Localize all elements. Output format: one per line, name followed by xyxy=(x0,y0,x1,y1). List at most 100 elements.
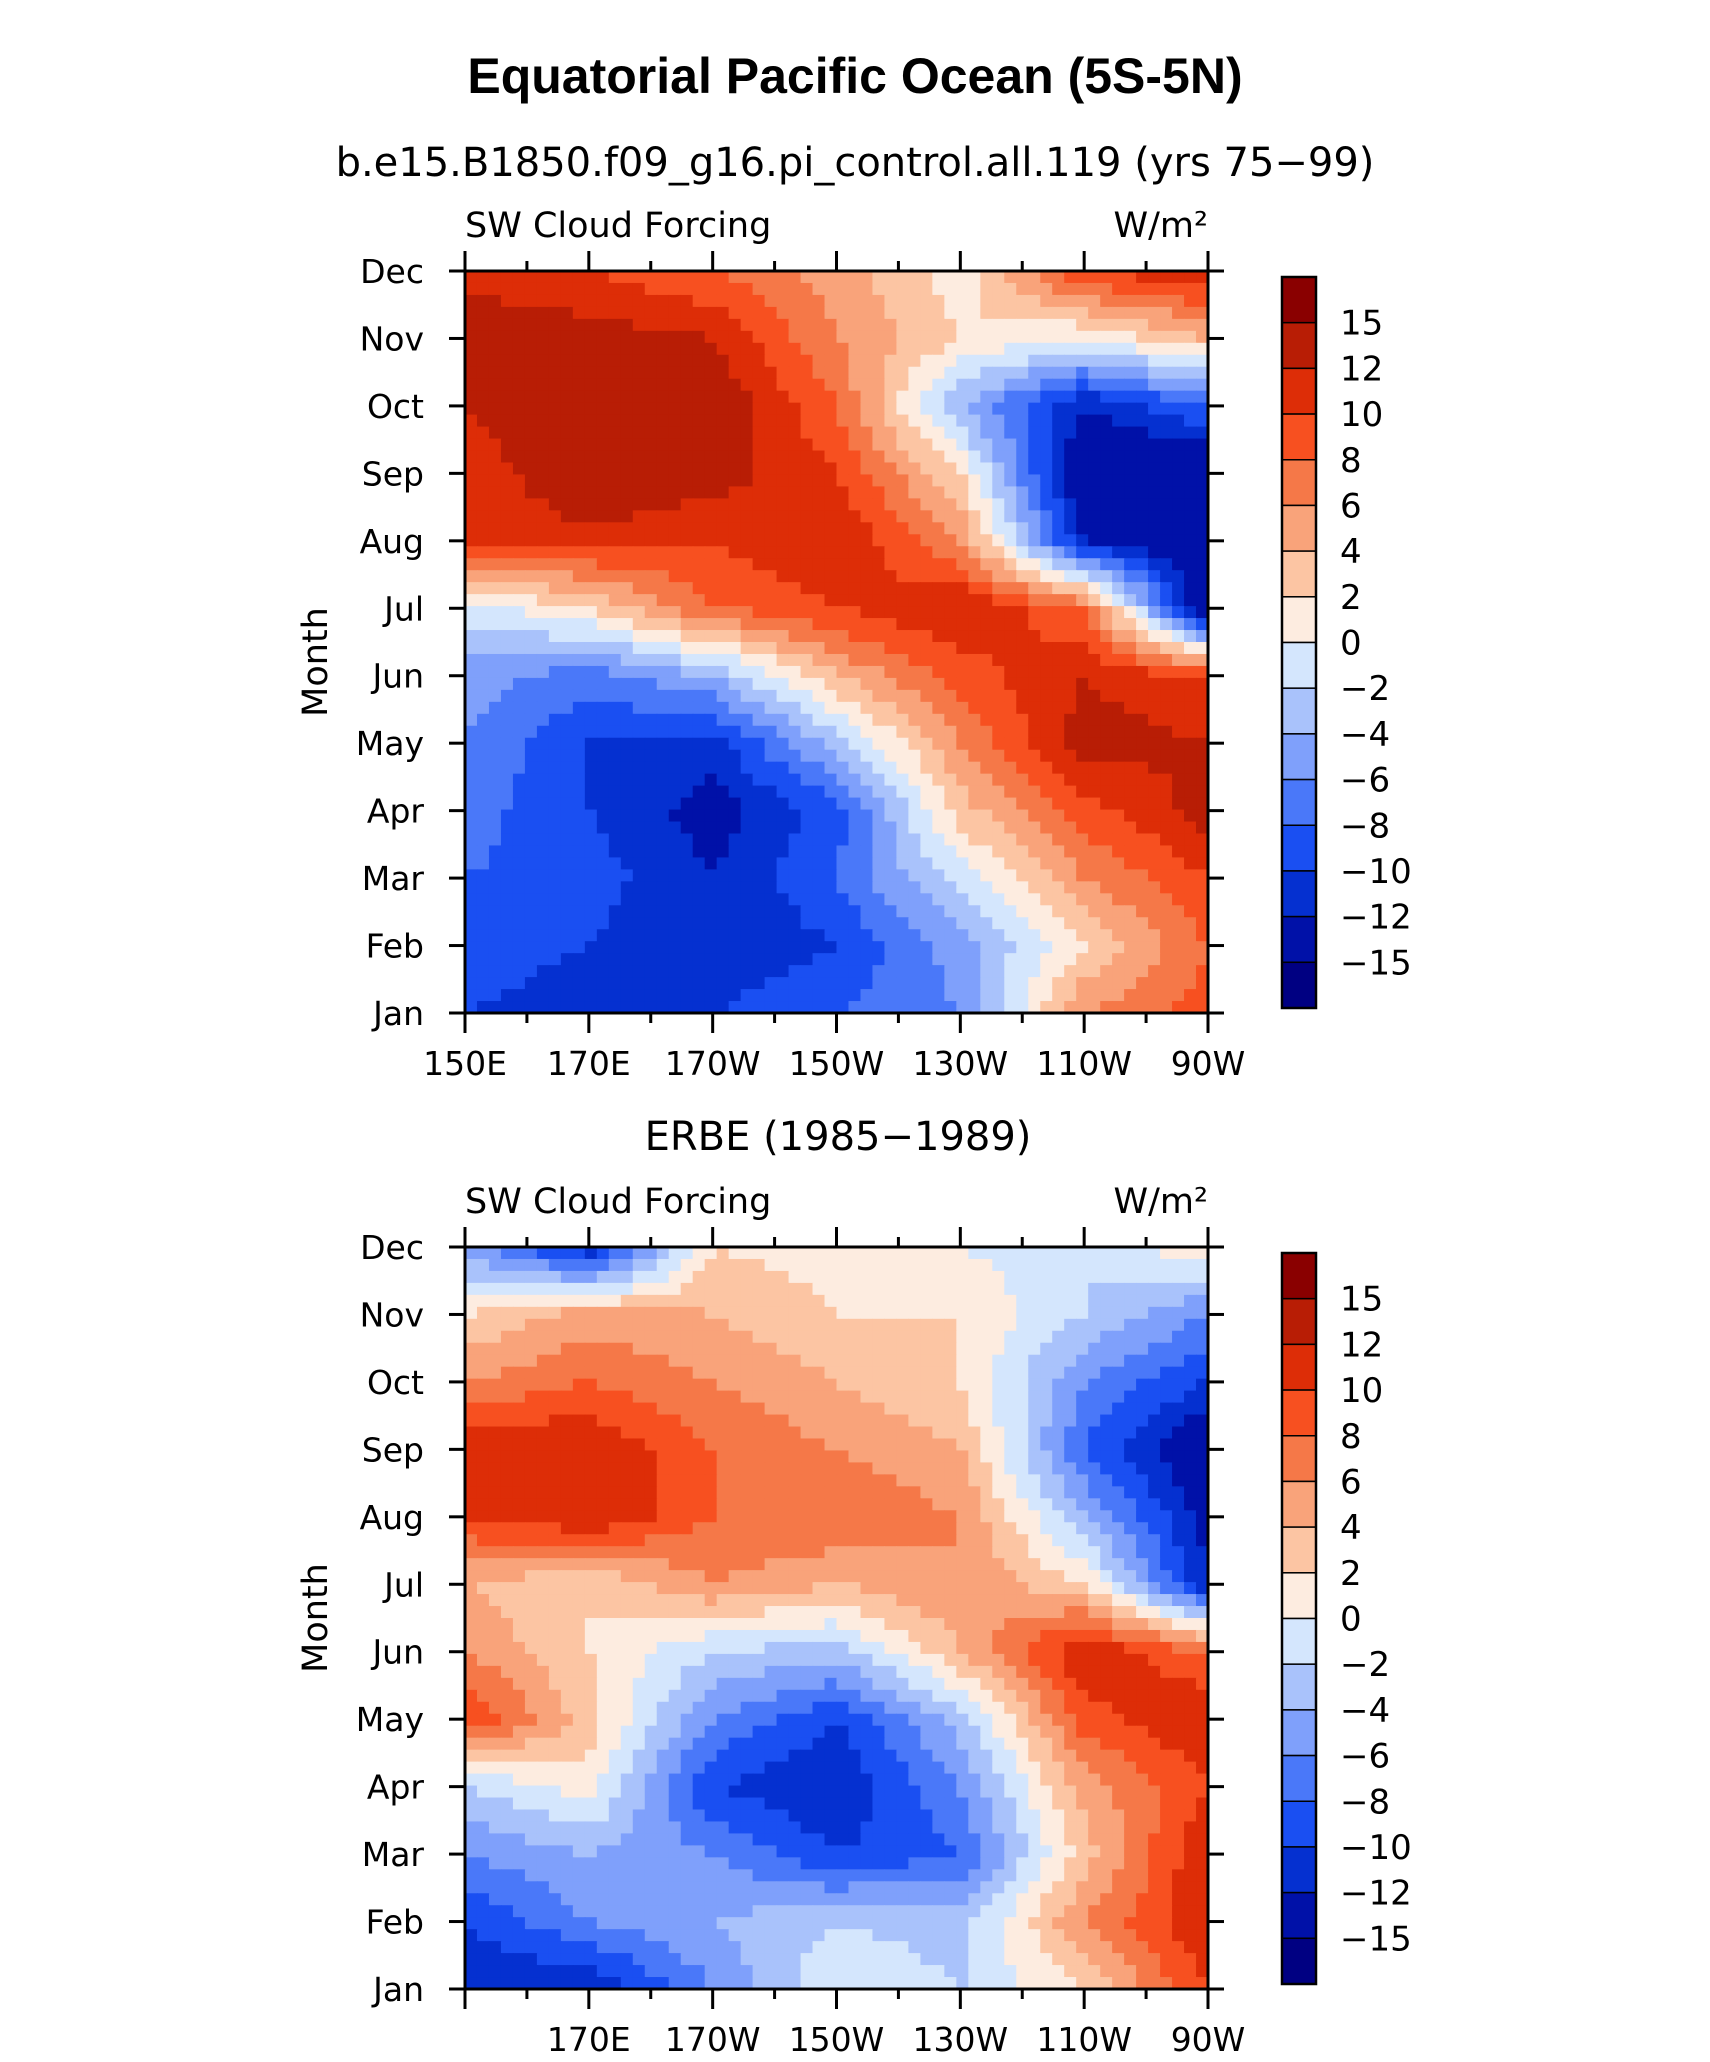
heatmap-cell xyxy=(608,510,622,523)
heatmap-cell xyxy=(776,558,790,571)
heatmap-cell xyxy=(776,701,790,715)
heatmap-cell xyxy=(716,618,730,631)
heatmap-cell xyxy=(500,1330,514,1344)
heatmap-cell xyxy=(1040,1318,1053,1332)
heatmap-cell xyxy=(752,857,766,870)
heatmap-cell xyxy=(620,857,634,870)
heatmap-cell xyxy=(1112,282,1125,296)
heatmap-cell xyxy=(1004,1258,1017,1272)
heatmap-cell xyxy=(1064,677,1077,691)
heatmap-cell xyxy=(476,570,490,583)
heatmap-cell xyxy=(920,1306,933,1320)
heatmap-cell xyxy=(1136,713,1149,727)
heatmap-cell xyxy=(1064,1354,1077,1368)
heatmap-cell xyxy=(500,390,514,404)
heatmap-cell xyxy=(1016,953,1029,966)
y-tick-label: Feb xyxy=(366,927,424,966)
heatmap-cell xyxy=(1136,426,1149,440)
heatmap-cell xyxy=(920,1426,933,1440)
heatmap-cell xyxy=(968,426,981,440)
heatmap-cell xyxy=(1088,306,1101,320)
heatmap-cell xyxy=(740,1378,754,1392)
heatmap-cell xyxy=(668,438,682,452)
heatmap-cell xyxy=(812,558,826,571)
heatmap-cell xyxy=(1088,438,1101,452)
heatmap-cell xyxy=(1184,402,1197,416)
heatmap-cell xyxy=(776,474,790,488)
heatmap-cell xyxy=(704,306,718,320)
heatmap-cell xyxy=(908,582,921,595)
heatmap-cell xyxy=(992,426,1005,440)
heatmap-cell xyxy=(1172,534,1185,547)
heatmap-cell xyxy=(872,606,886,619)
heatmap-cell xyxy=(968,1438,981,1452)
heatmap-cell xyxy=(740,905,754,918)
heatmap-cell xyxy=(860,1282,874,1296)
heatmap-cell xyxy=(776,917,790,930)
heatmap-cell xyxy=(1124,282,1137,296)
heatmap-cell xyxy=(524,558,538,571)
heatmap-cell xyxy=(512,282,526,296)
heatmap-cell xyxy=(1016,665,1029,679)
heatmap-cell xyxy=(680,294,694,308)
heatmap-cell xyxy=(1112,414,1125,428)
heatmap-cell xyxy=(1196,330,1209,344)
heatmap-cell xyxy=(1100,1318,1113,1332)
heatmap-cell xyxy=(620,330,634,344)
heatmap-cell xyxy=(1136,725,1149,739)
heatmap-cell xyxy=(704,582,718,595)
heatmap-cell xyxy=(644,809,658,823)
heatmap-cell xyxy=(884,1438,898,1452)
heatmap-cell xyxy=(752,1247,766,1260)
heatmap-cell xyxy=(512,1390,526,1404)
heatmap-cell xyxy=(776,929,790,942)
heatmap-cell xyxy=(596,462,610,476)
heatmap-cell xyxy=(812,893,826,906)
heatmap-cell xyxy=(608,797,622,811)
heatmap-cell xyxy=(584,761,598,775)
heatmap-cell xyxy=(956,618,969,631)
heatmap-cell xyxy=(932,857,945,870)
heatmap-cell xyxy=(752,630,766,643)
colorbar-label: −8 xyxy=(1340,806,1390,846)
heatmap-cell xyxy=(872,1342,886,1356)
heatmap-cell xyxy=(1136,1001,1149,1014)
heatmap-cell xyxy=(560,857,574,870)
heatmap-cell xyxy=(836,378,850,392)
heatmap-cell xyxy=(1028,905,1041,918)
heatmap-cell xyxy=(1028,378,1041,392)
heatmap-cell xyxy=(1088,618,1101,631)
heatmap-cell xyxy=(1112,534,1125,547)
heatmap-cell xyxy=(1124,486,1137,499)
heatmap-cell xyxy=(848,1414,862,1428)
heatmap-cell xyxy=(1100,582,1113,595)
heatmap-cell xyxy=(872,929,886,942)
heatmap-cell xyxy=(800,318,814,332)
heatmap-cell xyxy=(1112,378,1125,392)
heatmap-cell xyxy=(620,582,634,595)
heatmap-cell xyxy=(692,1390,706,1404)
heatmap-cell xyxy=(1172,1426,1185,1440)
heatmap-cell xyxy=(872,917,886,930)
heatmap-cell xyxy=(776,426,790,440)
heatmap-cell xyxy=(1088,977,1101,990)
heatmap-cell xyxy=(740,773,754,787)
heatmap-cell xyxy=(860,1402,874,1416)
heatmap-cell xyxy=(1004,1426,1017,1440)
heatmap-cell xyxy=(776,713,790,727)
heatmap-cell xyxy=(500,917,514,930)
heatmap-cell xyxy=(812,1270,826,1284)
heatmap-cell xyxy=(812,881,826,894)
heatmap-cell xyxy=(632,342,646,356)
heatmap-cell xyxy=(1100,354,1113,368)
heatmap-cell xyxy=(465,821,478,835)
heatmap-cell xyxy=(980,534,993,547)
heatmap-cell xyxy=(1172,510,1185,523)
heatmap-cell xyxy=(896,1258,909,1272)
heatmap-cell xyxy=(968,785,981,799)
heatmap-cell xyxy=(764,749,778,763)
heatmap-cell xyxy=(1100,474,1113,488)
heatmap-cell xyxy=(956,582,969,595)
x-tick-label: 170W xyxy=(665,1044,761,1083)
heatmap-cell xyxy=(992,725,1005,739)
